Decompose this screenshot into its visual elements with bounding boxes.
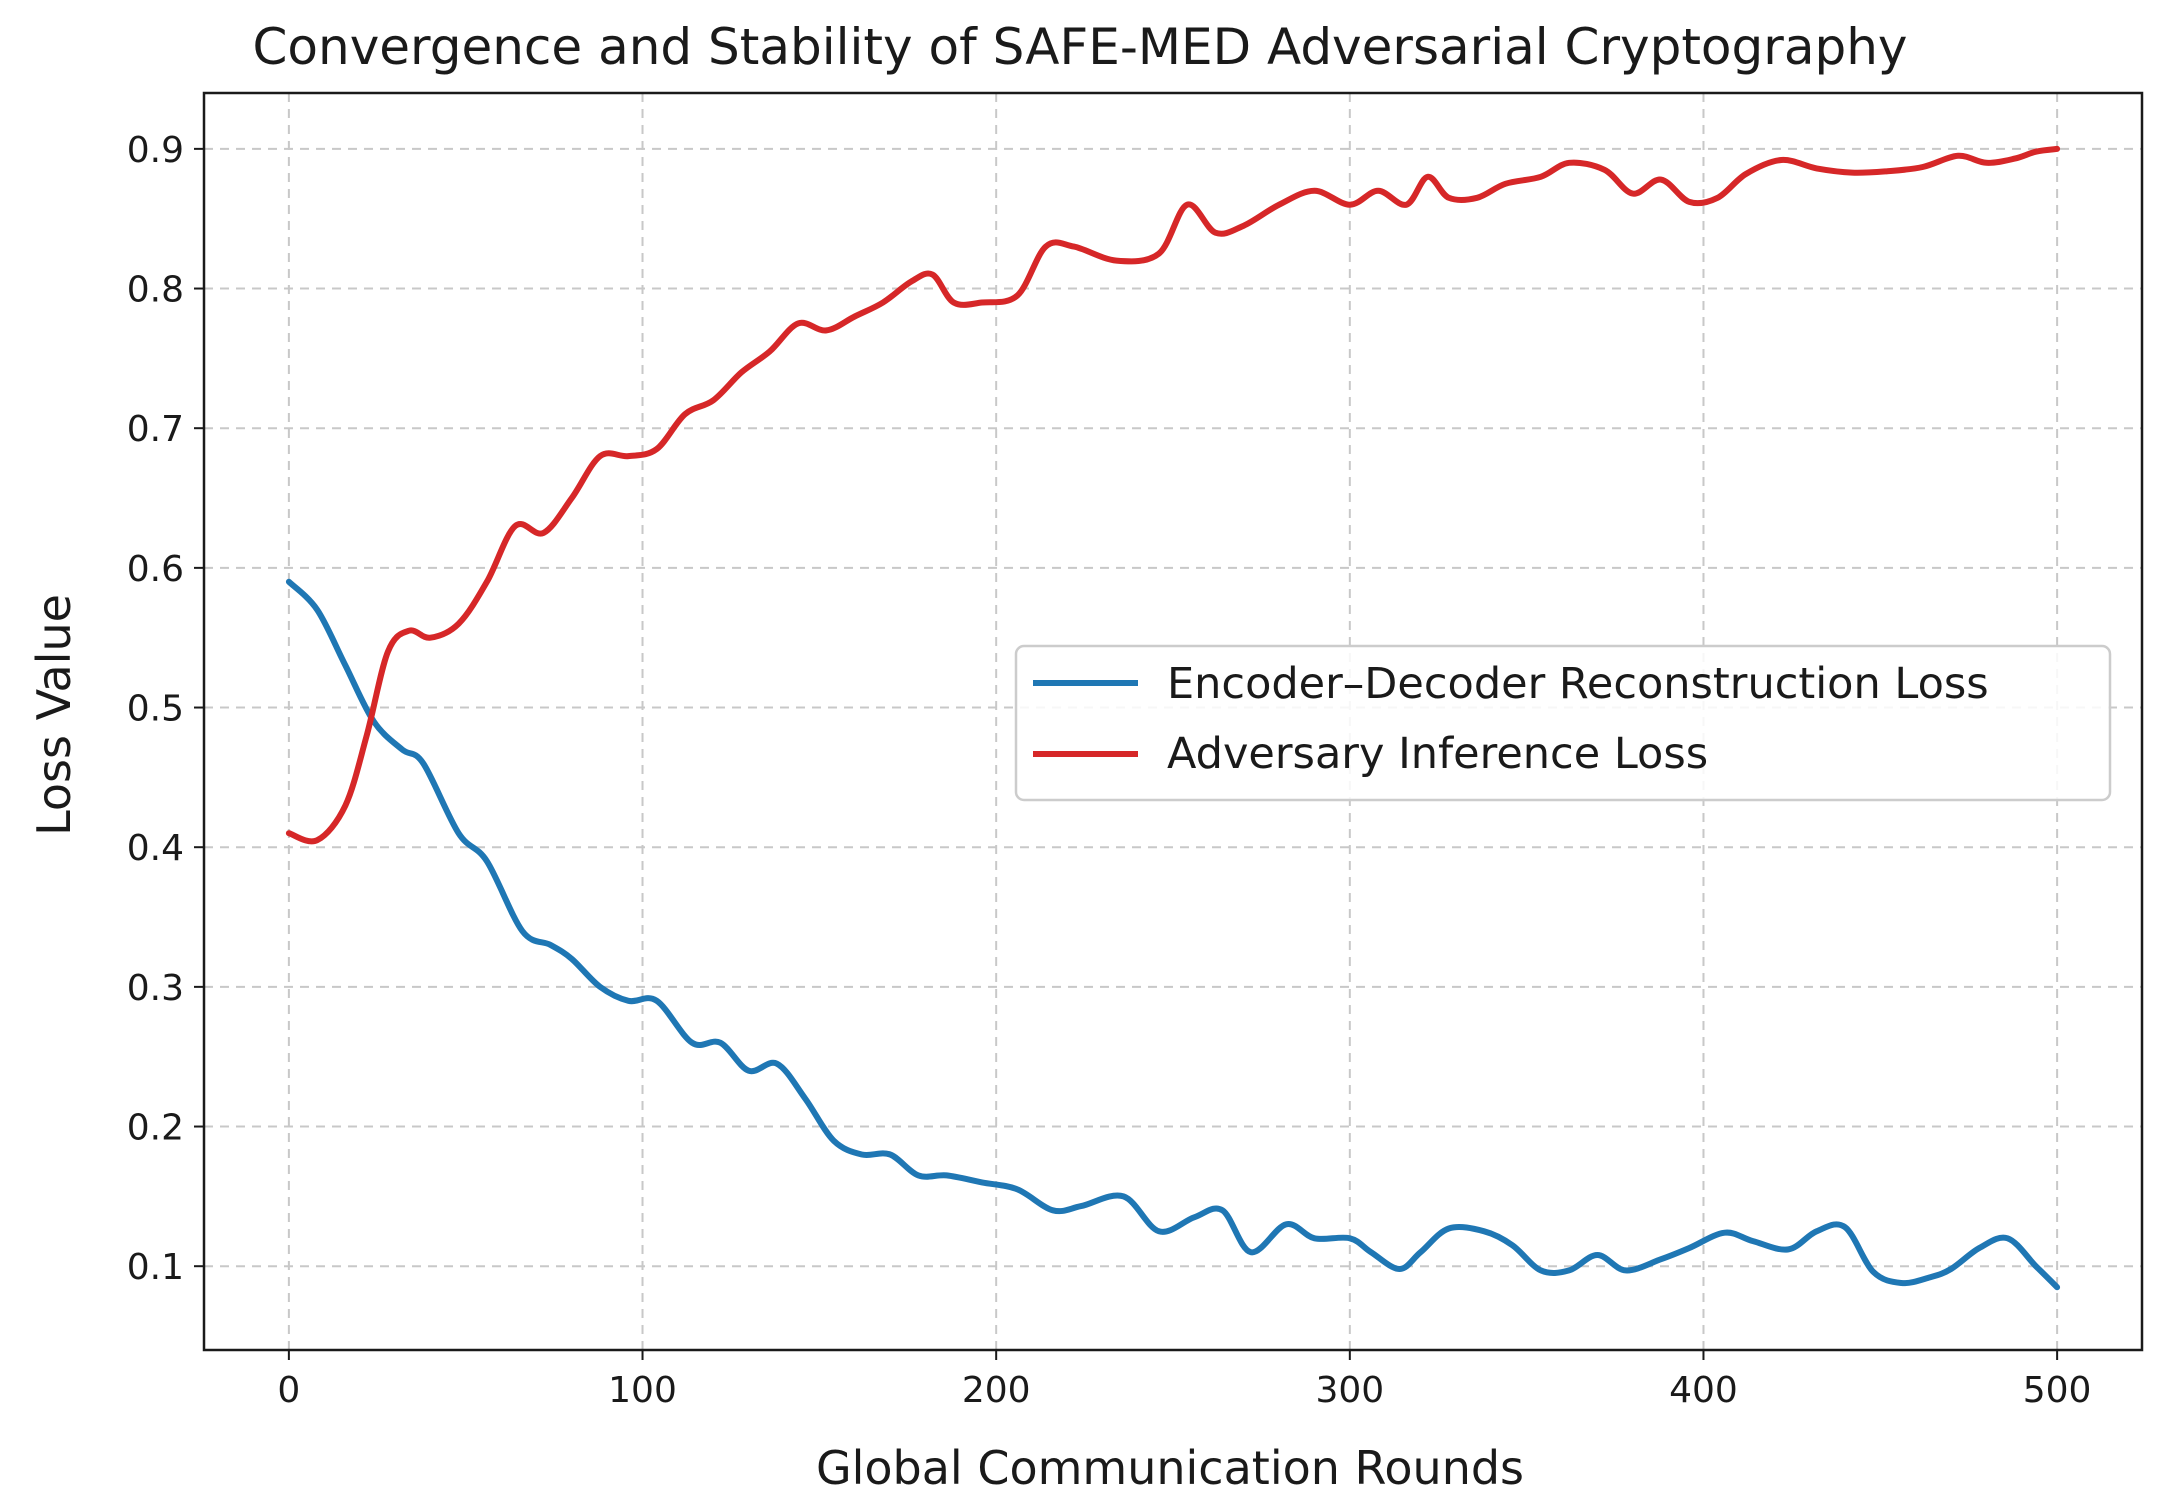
x-tick-label: 400	[1669, 1370, 1738, 1411]
x-tick-label: 100	[608, 1370, 677, 1411]
x-tick-label: 0	[277, 1370, 300, 1411]
x-tick-label: 200	[962, 1370, 1031, 1411]
y-tick-label: 0.1	[127, 1247, 184, 1288]
y-tick-label: 0.9	[127, 130, 184, 171]
legend-label-encoder-decoder: Encoder–Decoder Reconstruction Loss	[1167, 659, 1989, 709]
y-tick-label: 0.4	[127, 828, 184, 869]
legend-label-adversary: Adversary Inference Loss	[1167, 729, 1708, 779]
series-line-encoder-decoder	[285, 578, 2061, 1291]
y-tick-label: 0.3	[127, 968, 184, 1009]
legend: Encoder–Decoder Reconstruction Loss Adve…	[1014, 644, 2112, 802]
x-axis-label: Global Communication Rounds	[816, 1441, 1524, 1495]
ticks: 0 100 200 300 400 500 0.1 0.2 0.3 0.4 0.5 0.6 0.7 0.8…	[127, 130, 2092, 1411]
y-tick-label: 0.6	[127, 549, 184, 590]
y-tick-label: 0.8	[127, 270, 184, 311]
y-tick-label: 0.5	[127, 689, 184, 730]
x-tick-label: 500	[2023, 1370, 2092, 1411]
series-layer	[285, 145, 2061, 1291]
y-tick-label: 0.7	[127, 409, 184, 450]
x-tick-label: 300	[1315, 1370, 1384, 1411]
y-tick-label: 0.2	[127, 1108, 184, 1149]
series-line-adversary	[285, 145, 2061, 845]
legend-box	[1014, 644, 2112, 802]
plot-frame	[202, 91, 2144, 1352]
chart-title: Convergence and Stability of SAFE-MED Ad…	[253, 18, 1908, 76]
y-axis-label: Loss Value	[27, 594, 81, 836]
